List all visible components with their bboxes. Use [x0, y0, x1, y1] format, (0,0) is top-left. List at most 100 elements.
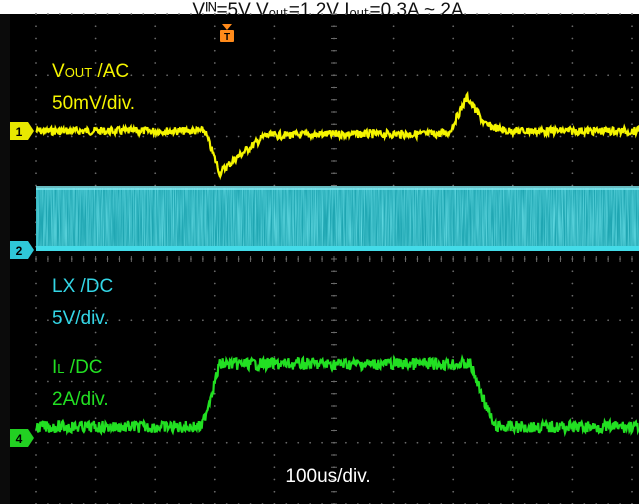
grid-dot [261, 74, 264, 77]
grid-dot [309, 441, 312, 444]
grid-dot [571, 270, 574, 273]
channel-2-number: 2 [16, 244, 23, 258]
grid-dot [213, 319, 216, 322]
grid-dot [511, 111, 514, 113]
grid-dot [237, 13, 240, 15]
grid-dot [58, 13, 61, 15]
grid-dot [249, 13, 252, 15]
trigger-arrow-icon [222, 24, 232, 30]
grid-dot [631, 282, 633, 285]
grid-dot [273, 356, 276, 358]
grid-dot [452, 405, 455, 407]
grid-dot [35, 441, 37, 444]
grid-dot [583, 380, 586, 383]
grid-dot [285, 13, 288, 15]
grid-dot [631, 405, 633, 407]
grid-dot [523, 74, 526, 77]
grid-dot [166, 441, 169, 444]
grid-dot [380, 380, 383, 383]
grid-dot [273, 13, 276, 15]
grid-dot [452, 380, 455, 383]
grid-dot [201, 74, 204, 77]
grid-dot [392, 184, 395, 187]
grid-dot [392, 13, 395, 15]
grid-dot [213, 25, 216, 28]
grid-dot [178, 380, 180, 383]
grid-dot [154, 380, 157, 383]
grid-dot [154, 74, 157, 77]
grid-dot [35, 62, 37, 64]
grid-dot [416, 13, 419, 15]
grid-dot [511, 441, 514, 444]
grid-dot [106, 441, 109, 444]
grid-dot [70, 380, 73, 383]
grid-dot [35, 147, 37, 150]
grid-dot [213, 184, 216, 187]
grid-dot [273, 62, 276, 64]
grid-dot [190, 319, 192, 322]
grid-dot [94, 160, 97, 162]
grid-dot [631, 380, 633, 383]
grid-dot [392, 294, 395, 297]
grid-dot [35, 172, 37, 175]
grid-dot [345, 13, 347, 15]
grid-dot [58, 135, 61, 138]
grid-dot [70, 319, 73, 322]
grid-dot [309, 380, 312, 383]
grid-dot [464, 135, 467, 138]
grid-dot [392, 441, 395, 444]
grid-dot [511, 392, 514, 395]
grid-dot [273, 184, 276, 187]
grid-dot [273, 74, 276, 77]
grid-dot [476, 319, 478, 322]
grid-dot [154, 343, 157, 346]
grid-dot [571, 405, 574, 407]
grid-dot [404, 319, 407, 322]
grid-dot [297, 319, 300, 322]
grid-dot [273, 172, 276, 175]
grid-dot [631, 490, 633, 493]
grid-dot [94, 392, 97, 395]
grid-dot [94, 356, 97, 358]
channel-1-number: 1 [16, 125, 23, 139]
grid-dot [166, 380, 169, 383]
grid-dot [440, 319, 443, 322]
grid-dot [535, 380, 538, 383]
grid-dot [559, 380, 562, 383]
grid-dot [35, 74, 37, 77]
grid-dot [488, 13, 490, 15]
grid-dot [392, 147, 395, 150]
grid-dot [213, 62, 216, 64]
grid-dot [273, 380, 276, 383]
grid-dot [631, 25, 633, 28]
grid-dot [499, 441, 502, 444]
grid-dot [511, 454, 514, 456]
grid-dot [154, 478, 157, 481]
grid-dot [154, 25, 157, 28]
grid-dot [452, 282, 455, 285]
grid-dot [571, 49, 574, 52]
vout-trace-line [35, 90, 639, 181]
grid-dot [106, 135, 109, 138]
grid-dot [225, 135, 228, 138]
grid-dot [130, 319, 133, 322]
grid-dot [154, 441, 157, 444]
grid-dot [428, 13, 431, 15]
grid-dot [94, 74, 97, 77]
grid-dot [631, 86, 633, 89]
grid-dot [213, 49, 216, 52]
grid-dot [428, 319, 431, 322]
grid-dot [392, 319, 395, 322]
grid-dot [118, 441, 121, 444]
grid-dot [273, 441, 276, 444]
grid-dot [595, 74, 598, 77]
grid-dot [631, 270, 633, 273]
grid-dot [82, 74, 85, 77]
grid-dot [154, 98, 157, 101]
channel-4-marker: 4 [10, 429, 34, 447]
grid-dot [571, 135, 574, 138]
grid-dot [392, 331, 395, 334]
grid-dot [309, 74, 312, 77]
grid-dot [452, 74, 455, 77]
grid-dot [166, 74, 169, 77]
